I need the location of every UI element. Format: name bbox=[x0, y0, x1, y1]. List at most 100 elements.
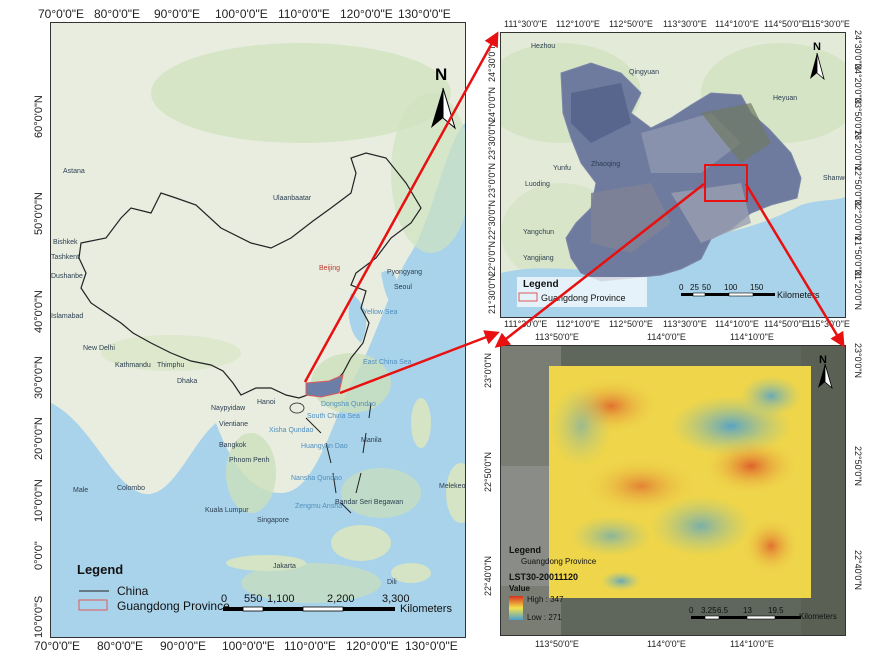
lst-top-tick: 114°10'0"E bbox=[730, 332, 774, 342]
china-scale-label: 550 bbox=[244, 593, 263, 605]
place-label: Male bbox=[73, 487, 89, 494]
lst-bottom-tick: 114°0'0"E bbox=[647, 639, 686, 649]
gd-left-tick: 22°30'0"N bbox=[487, 199, 497, 240]
gd-top-tick: 114°50'0"E bbox=[764, 19, 808, 29]
main-top-tick: 70°0'0"E bbox=[38, 7, 85, 21]
lst-bottom-tick: 114°10'0"E bbox=[730, 639, 774, 649]
place-label: Tashkent bbox=[51, 254, 80, 261]
china-scale-label: 1,100 bbox=[267, 593, 295, 605]
china-scale-label: 3,300 bbox=[382, 593, 410, 605]
lst-top-tick: 114°0'0"E bbox=[647, 332, 686, 342]
place-label: Thimphu bbox=[157, 362, 185, 369]
place-label: New Delhi bbox=[83, 345, 115, 352]
gd-bottom-tick: 112°50'0"E bbox=[609, 319, 653, 329]
place-label: Hanoi bbox=[257, 399, 276, 406]
gd-left-tick: 21°30'0"N bbox=[487, 273, 497, 314]
place-label: Colombo bbox=[117, 485, 146, 492]
place-label: Yellow Sea bbox=[363, 309, 398, 316]
main-top-tick: 110°0'0"E bbox=[278, 7, 330, 21]
place-label: Vientiane bbox=[219, 421, 249, 428]
main-top-tick: 90°0'0"E bbox=[154, 7, 201, 21]
place-label: Ulaanbaatar bbox=[273, 195, 312, 202]
place-label: Singapore bbox=[257, 517, 289, 524]
gd-top-tick: 111°30'0"E bbox=[504, 19, 548, 29]
gd-left-tick: 24°30'0"N bbox=[487, 41, 497, 82]
lst-map-panel: N Legend Guangdong Province LST30-200111… bbox=[500, 345, 846, 636]
main-left-tick: 0°0'0" bbox=[33, 541, 45, 570]
lst-high-label: High : 347 bbox=[527, 595, 564, 604]
gd-legend-item: Guangdong Province bbox=[541, 293, 626, 303]
place-label: Phnom Penh bbox=[229, 457, 270, 464]
place-label: East China Sea bbox=[363, 359, 412, 366]
gd-bottom-tick: 112°10'0"E bbox=[556, 319, 600, 329]
legend-guangdong-swatch bbox=[78, 599, 108, 611]
place-label: Pyongyang bbox=[387, 269, 423, 276]
main-bottom-tick: 120°0'0"E bbox=[346, 639, 399, 653]
place-label: Manila bbox=[361, 437, 382, 444]
lst-scale-label: 19.5 bbox=[768, 606, 784, 615]
main-top-tick: 80°0'0"E bbox=[94, 7, 141, 21]
guangdong-map-panel: Hezhou Qingyuan Heyuan Yunfu Zhaoqing Sh… bbox=[500, 32, 846, 318]
main-left-tick: 30°0'0"N bbox=[33, 356, 45, 399]
gd-top-tick: 115°30'0"E bbox=[806, 19, 850, 29]
lst-north-label: N bbox=[819, 354, 827, 366]
lst-scale-label: 13 bbox=[743, 606, 752, 615]
gd-bottom-tick: 115°30'0"E bbox=[806, 319, 850, 329]
gd-place-label: Yangchun bbox=[523, 229, 555, 236]
gd-place-label: Shanwei bbox=[823, 175, 845, 182]
lst-legend-ramp bbox=[509, 596, 523, 620]
place-label: Dhaka bbox=[177, 378, 198, 385]
place-label: Kuala Lumpur bbox=[205, 507, 249, 514]
lst-left-tick: 22°40'0"N bbox=[483, 555, 493, 596]
china-scale-label: 0 bbox=[221, 593, 228, 605]
place-label: Melekeok bbox=[439, 483, 466, 490]
place-label: Naypyidaw bbox=[211, 405, 246, 412]
gd-place-label: Heyuan bbox=[773, 95, 798, 102]
gd-top-tick: 112°50'0"E bbox=[609, 19, 653, 29]
gd-scale-label: 50 bbox=[702, 283, 711, 292]
lst-legend-item: Guangdong Province bbox=[521, 557, 597, 566]
gd-bottom-tick: 111°30'0"E bbox=[504, 319, 548, 329]
main-left-tick: 10°0'0"N bbox=[33, 479, 45, 522]
place-label: Astana bbox=[63, 168, 85, 175]
gd-legend-title: Legend bbox=[523, 279, 559, 290]
main-left-tick: 10°0'0"S bbox=[33, 595, 45, 638]
lst-right-tick: 23°0'0"N bbox=[853, 343, 863, 379]
lst-low-label: Low : 271 bbox=[527, 613, 562, 622]
main-left-tick: 50°0'0"N bbox=[33, 192, 45, 235]
place-label: Huangyan Dao bbox=[301, 443, 348, 450]
gd-right-tick: 23°20'0"N bbox=[853, 130, 863, 171]
place-label: Jakarta bbox=[273, 563, 296, 570]
main-bottom-tick: 90°0'0"E bbox=[160, 639, 207, 653]
place-label: South China Sea bbox=[307, 413, 360, 420]
gd-place-label: Hezhou bbox=[531, 43, 556, 50]
gd-north-label: N bbox=[813, 41, 821, 53]
gd-place-label: Yangjiang bbox=[523, 255, 554, 262]
gd-top-tick: 113°30'0"E bbox=[663, 19, 707, 29]
gd-scale-unit: Kilometers bbox=[777, 290, 820, 300]
gd-top-tick: 114°10'0"E bbox=[715, 19, 759, 29]
gd-scale-label: 100 bbox=[724, 283, 738, 292]
lst-scale-label: 6.5 bbox=[717, 606, 729, 615]
gd-bottom-tick: 114°50'0"E bbox=[764, 319, 808, 329]
main-bottom-tick: 70°0'0"E bbox=[34, 639, 81, 653]
china-legend-item: China bbox=[117, 584, 149, 598]
main-left-tick: 20°0'0"N bbox=[33, 417, 45, 460]
gd-scale-label: 25 bbox=[690, 283, 699, 292]
main-top-tick: 130°0'0"E bbox=[398, 7, 451, 21]
main-bottom-tick: 100°0'0"E bbox=[222, 639, 275, 653]
place-label: Bandar Seri Begawan bbox=[335, 499, 404, 506]
place-label: Bishkek bbox=[53, 239, 78, 246]
gd-place-label: Qingyuan bbox=[629, 69, 659, 76]
place-label: Xisha Qundao bbox=[269, 427, 314, 434]
china-legend-title: Legend bbox=[77, 562, 124, 577]
gd-bottom-tick: 113°30'0"E bbox=[663, 319, 707, 329]
place-label: Dongsha Qundao bbox=[321, 401, 376, 408]
gd-left-tick: 24°0'0"N bbox=[487, 86, 497, 122]
lst-bottom-tick: 113°50'0"E bbox=[535, 639, 579, 649]
main-top-tick: 100°0'0"E bbox=[215, 7, 268, 21]
main-left-tick: 40°0'0"N bbox=[33, 290, 45, 333]
guangdong-map-canvas bbox=[501, 33, 845, 317]
place-label: Nansha Qundao bbox=[291, 475, 342, 482]
lst-left-tick: 23°0'0"N bbox=[483, 352, 493, 388]
